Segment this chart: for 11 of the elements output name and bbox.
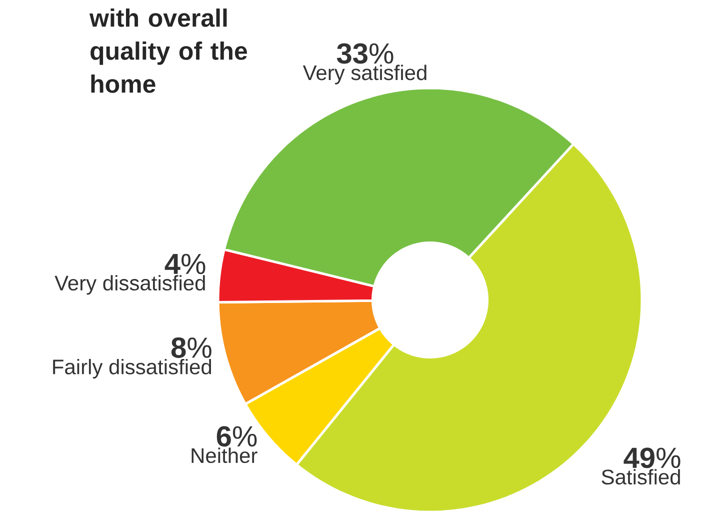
slice-label: Very dissatisfied (54, 275, 205, 295)
data-label: 49% (624, 448, 680, 468)
data-label: 6% (216, 426, 257, 447)
chart-title: with overall quality of the home (89, 8, 248, 93)
slice-label: Very satisfied (302, 64, 426, 84)
slice-label: Satisfied (602, 469, 680, 485)
slice-label: Neither (192, 448, 258, 464)
data-label: 8% (171, 337, 212, 358)
data-label: 33% (336, 43, 394, 64)
data-label: 4% (164, 254, 206, 274)
slice-label: Fairly dissatisfied (53, 358, 212, 379)
